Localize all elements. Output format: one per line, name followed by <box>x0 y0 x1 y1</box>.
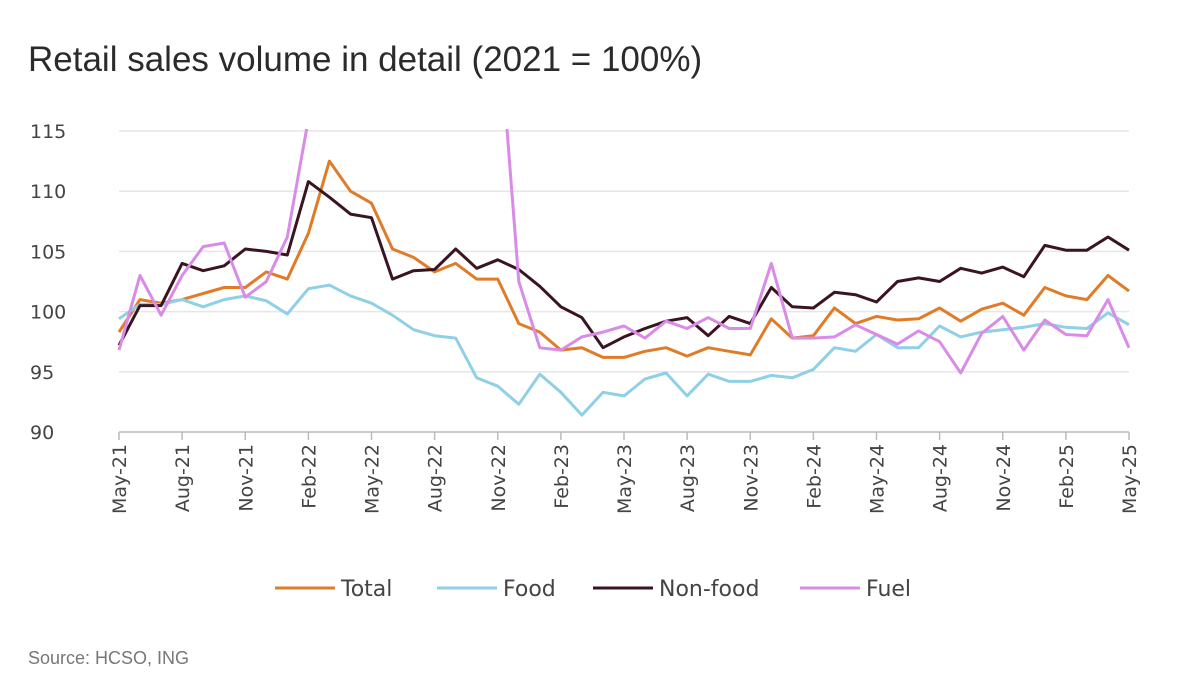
legend-label: Food <box>503 577 556 602</box>
x-tick-label: May-21 <box>109 444 131 514</box>
y-tick-label: 95 <box>30 362 54 384</box>
legend-label: Fuel <box>866 577 911 602</box>
legend-label: Non-food <box>659 577 759 602</box>
x-tick-label: Aug-21 <box>172 444 194 512</box>
x-tick-label: Nov-22 <box>488 444 510 512</box>
x-tick-label: Feb-23 <box>551 444 573 509</box>
source-note: Source: HCSO, ING <box>28 648 190 668</box>
x-tick-label: Feb-24 <box>803 444 825 509</box>
y-tick-label: 110 <box>30 181 66 203</box>
x-tick-label: Nov-21 <box>235 444 257 512</box>
y-tick-label: 100 <box>30 302 66 324</box>
x-tick-label: Aug-24 <box>930 444 952 512</box>
series-line-fuel <box>117 129 1131 375</box>
x-tick-label: Aug-23 <box>677 444 699 512</box>
y-tick-label: 90 <box>30 422 54 444</box>
line-chart: 90 95 100 105 110 115 May-21 Aug-21 Nov-21 Feb-22… <box>30 121 1141 602</box>
y-tick-label: 105 <box>30 241 66 263</box>
x-tick-label: Nov-23 <box>740 444 762 512</box>
chart-title: Retail sales volume in detail (2021 = 10… <box>28 40 703 79</box>
x-tick-label: Feb-25 <box>1056 444 1078 509</box>
x-tick-label: May-22 <box>362 444 384 514</box>
x-tick-label: Aug-22 <box>425 444 447 512</box>
x-tick-label: Nov-24 <box>993 444 1015 512</box>
x-tick-label: May-25 <box>1119 444 1141 514</box>
legend-label: Total <box>340 577 392 602</box>
series-line-total <box>117 159 1130 359</box>
y-tick-label: 115 <box>30 121 66 143</box>
x-tick-label: May-24 <box>867 444 889 514</box>
series-line-food <box>118 283 1130 417</box>
series-line-non-food <box>117 180 1130 350</box>
x-tick-label: Feb-22 <box>298 444 320 509</box>
x-tick-label: May-23 <box>614 444 636 514</box>
